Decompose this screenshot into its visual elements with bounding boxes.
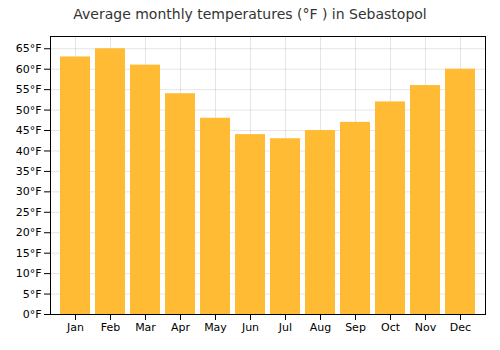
svg-text:Sep: Sep <box>345 321 366 334</box>
svg-text:Apr: Apr <box>171 321 191 334</box>
svg-text:40°F: 40°F <box>16 144 42 157</box>
svg-text:Feb: Feb <box>101 321 120 334</box>
svg-text:Jun: Jun <box>241 321 259 334</box>
svg-text:Jan: Jan <box>66 321 84 334</box>
svg-text:30°F: 30°F <box>16 185 42 198</box>
svg-text:20°F: 20°F <box>16 226 42 239</box>
svg-text:Mar: Mar <box>135 321 156 334</box>
svg-text:5°F: 5°F <box>23 288 42 301</box>
svg-text:15°F: 15°F <box>16 247 42 260</box>
html-text:Average monthly temperatures (: Average monthly temperatures (°F ) in Se… <box>73 6 427 22</box>
svg-text:Dec: Dec <box>450 321 471 334</box>
svg-text:55°F: 55°F <box>16 83 42 96</box>
svg-text:Jul: Jul <box>278 321 292 334</box>
svg-text:35°F: 35°F <box>16 165 42 178</box>
svg-text:0°F: 0°F <box>23 308 42 321</box>
svg-text:May: May <box>204 321 227 334</box>
svg-text:Aug: Aug <box>310 321 331 334</box>
svg-text:25°F: 25°F <box>16 206 42 219</box>
svg-text:Oct: Oct <box>381 321 401 334</box>
svg-text:45°F: 45°F <box>16 124 42 137</box>
svg-text:50°F: 50°F <box>16 104 42 117</box>
svg-text:65°F: 65°F <box>16 42 42 55</box>
svg-text:Nov: Nov <box>415 321 437 334</box>
svg-text:60°F: 60°F <box>16 63 42 76</box>
svg-text:10°F: 10°F <box>16 267 42 280</box>
